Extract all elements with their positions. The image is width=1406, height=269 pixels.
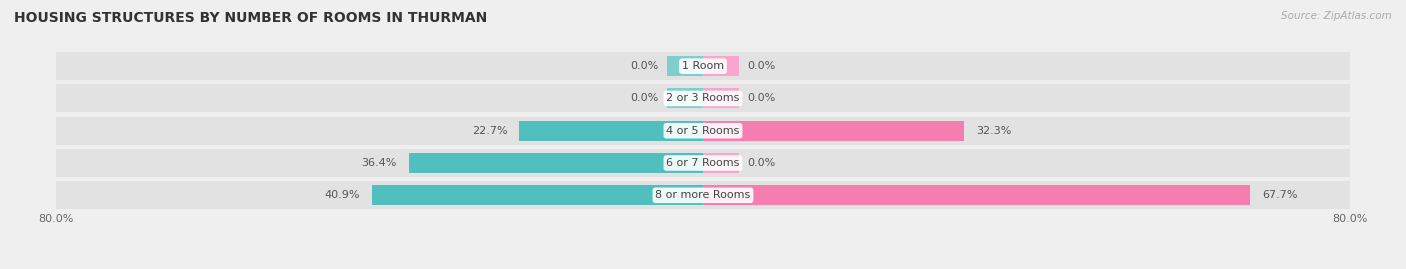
Bar (373, 185, 703, 205)
Bar (703, 185, 1250, 205)
Text: 0.0%: 0.0% (630, 93, 658, 104)
Text: 2 or 3 Rooms: 2 or 3 Rooms (666, 93, 740, 104)
Bar (56, 181, 1350, 209)
Bar (56, 52, 1350, 80)
Text: 36.4%: 36.4% (361, 158, 396, 168)
Bar (519, 121, 703, 141)
Text: 67.7%: 67.7% (1263, 190, 1298, 200)
Bar (703, 56, 740, 76)
Text: HOUSING STRUCTURES BY NUMBER OF ROOMS IN THURMAN: HOUSING STRUCTURES BY NUMBER OF ROOMS IN… (14, 11, 488, 25)
Text: 22.7%: 22.7% (472, 126, 508, 136)
Bar (56, 84, 1350, 112)
Bar (56, 117, 1350, 145)
Text: 0.0%: 0.0% (748, 158, 776, 168)
Text: 8 or more Rooms: 8 or more Rooms (655, 190, 751, 200)
Text: 1 Room: 1 Room (682, 61, 724, 71)
Text: 0.0%: 0.0% (748, 93, 776, 104)
Text: 6 or 7 Rooms: 6 or 7 Rooms (666, 158, 740, 168)
Bar (666, 89, 703, 108)
Bar (703, 89, 740, 108)
Bar (666, 56, 703, 76)
Bar (409, 153, 703, 173)
Text: 40.9%: 40.9% (325, 190, 360, 200)
Text: 0.0%: 0.0% (630, 61, 658, 71)
Bar (703, 153, 740, 173)
Bar (703, 121, 965, 141)
Text: 32.3%: 32.3% (976, 126, 1012, 136)
Text: 0.0%: 0.0% (748, 61, 776, 71)
Text: 4 or 5 Rooms: 4 or 5 Rooms (666, 126, 740, 136)
Bar (56, 149, 1350, 177)
Text: Source: ZipAtlas.com: Source: ZipAtlas.com (1281, 11, 1392, 21)
